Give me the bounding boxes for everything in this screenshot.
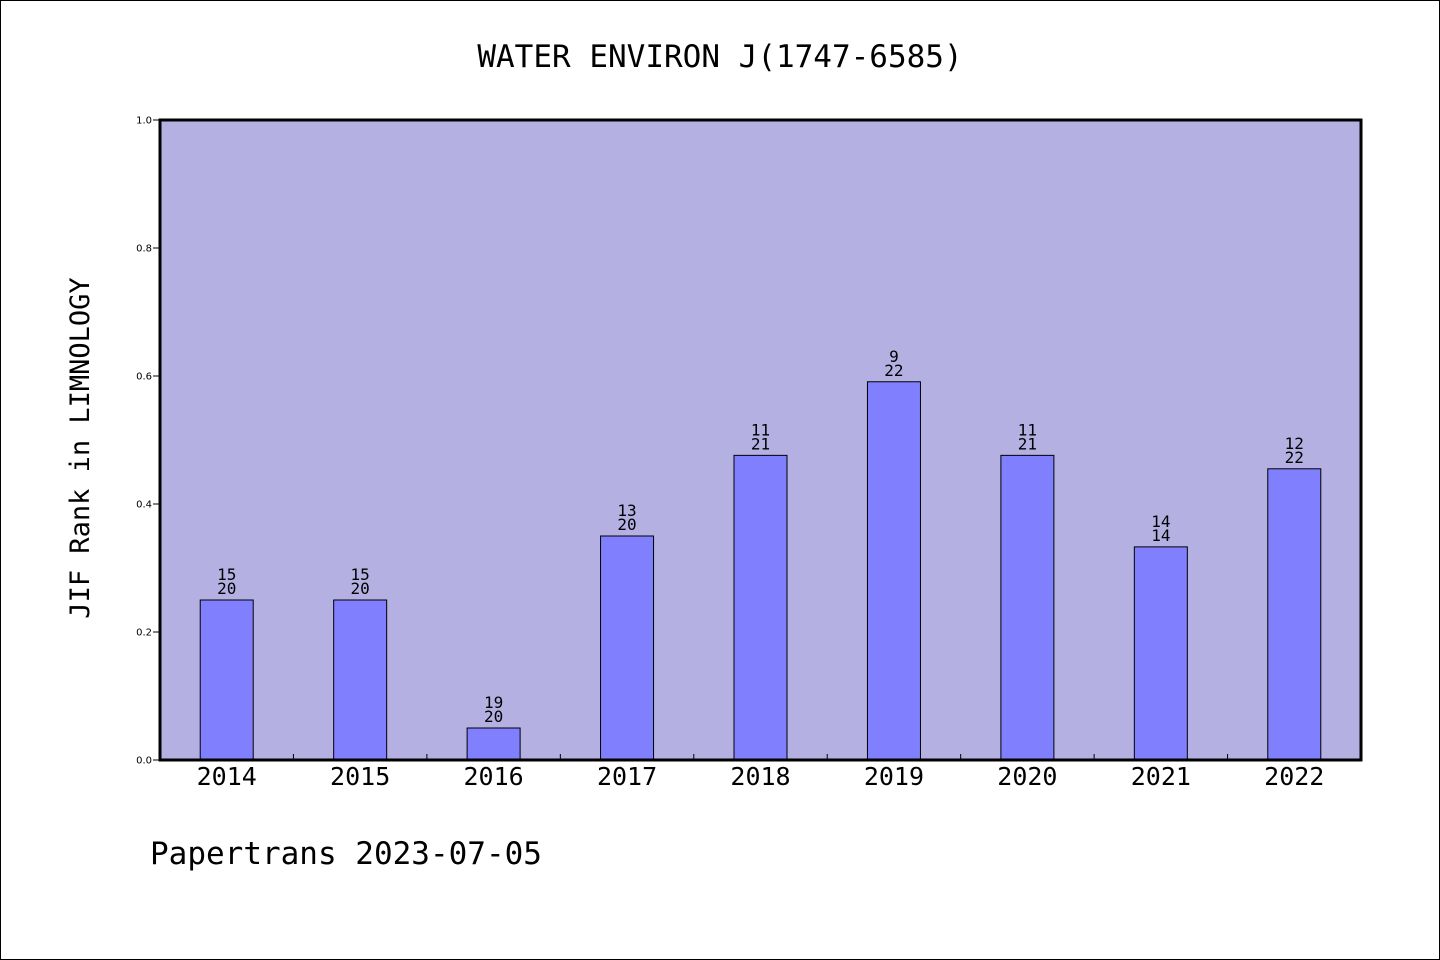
- bar-rank-label: 19: [484, 693, 503, 712]
- bar-2014: [199, 599, 254, 761]
- plot-border: [158, 118, 1363, 762]
- y-tick-label: 0.2: [136, 628, 152, 639]
- y-tick-label: 1.0: [136, 116, 152, 127]
- bar-total-label: 20: [351, 579, 370, 598]
- y-axis-label: JIF Rank in LIMNOLOGY: [65, 277, 96, 618]
- bar-2020: [1000, 454, 1055, 761]
- bar-total-label: 20: [617, 515, 636, 534]
- x-tick-label: 2019: [864, 762, 924, 791]
- y-tick-label: 0.8: [136, 244, 152, 255]
- bar-total-label: 20: [484, 707, 503, 726]
- bar-total-label: 22: [1285, 448, 1304, 467]
- bar-2015: [333, 599, 388, 761]
- bar-total-label: 14: [1151, 526, 1170, 545]
- x-tick-label: 2020: [997, 762, 1057, 791]
- footer-text: Papertrans 2023-07-05: [150, 836, 542, 872]
- x-tick-label: 2014: [197, 762, 257, 791]
- bar-2018: [733, 454, 788, 761]
- bar-rank-label: 13: [617, 501, 636, 520]
- bar-rank-label: 15: [351, 565, 370, 584]
- bar-2021: [1133, 546, 1188, 761]
- y-axis-ticks: 0.0 0.2 0.4 0.6 0.8 1.0: [136, 116, 160, 767]
- bar-rank-label: 11: [751, 420, 770, 439]
- x-tick-label: 2015: [330, 762, 390, 791]
- x-tick-label: 2022: [1264, 762, 1324, 791]
- bar-total-label: 20: [217, 579, 236, 598]
- bar-total-label: 21: [1018, 434, 1037, 453]
- bar-rank-label: 11: [1018, 420, 1037, 439]
- bar-rank-label: 14: [1151, 512, 1170, 531]
- x-tick-label: 2018: [730, 762, 790, 791]
- bar-2022: [1267, 468, 1322, 761]
- bar-rank-label: 9: [889, 347, 899, 366]
- bar-2017: [600, 535, 655, 761]
- y-tick-label: 0.0: [136, 756, 152, 767]
- y-tick-label: 0.6: [136, 372, 152, 383]
- bar-total-label: 21: [751, 434, 770, 453]
- x-axis-ticks: 2014 2015 2016 2017 2018 2019 2020 2021 2022: [197, 754, 1324, 791]
- x-tick-label: 2021: [1131, 762, 1191, 791]
- bars: [199, 381, 1322, 761]
- bar-rank-label: 15: [217, 565, 236, 584]
- bar-2016: [466, 727, 521, 761]
- chart-title: WATER ENVIRON J(1747-6585): [477, 39, 962, 75]
- bar-rank-label: 12: [1285, 434, 1304, 453]
- x-tick-label: 2017: [597, 762, 657, 791]
- y-tick-label: 0.4: [136, 500, 152, 511]
- bar-total-label: 22: [884, 361, 903, 380]
- bar-2019: [866, 381, 921, 761]
- x-tick-label: 2016: [464, 762, 524, 791]
